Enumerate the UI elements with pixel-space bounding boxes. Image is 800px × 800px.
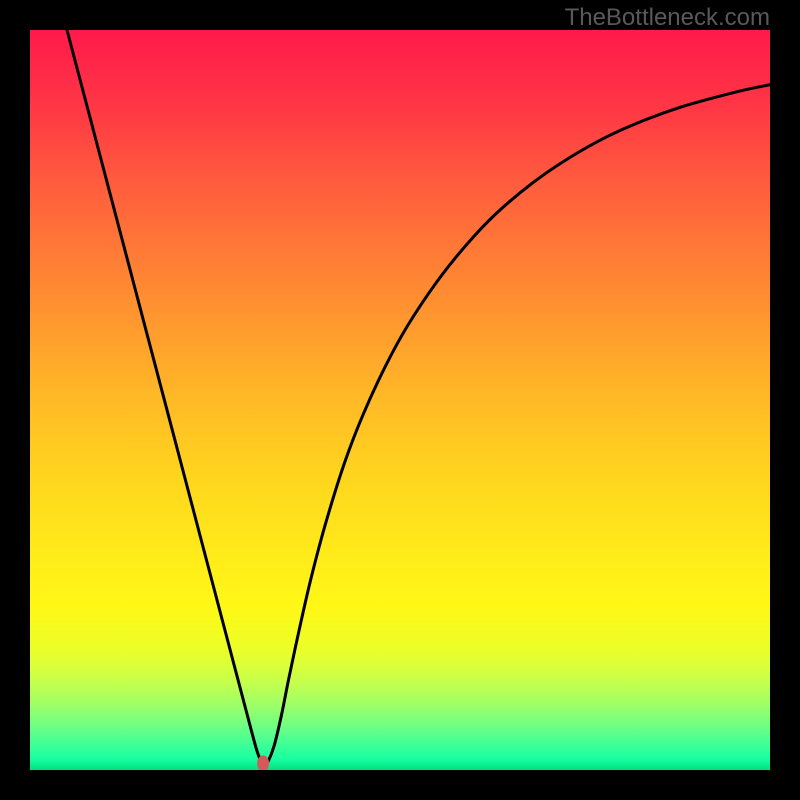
plot-area: [30, 30, 770, 770]
chart-stage: TheBottleneck.com: [0, 0, 800, 800]
bottleneck-curve: [67, 30, 770, 764]
watermark-text: TheBottleneck.com: [565, 4, 770, 32]
curve-layer: [30, 30, 770, 770]
